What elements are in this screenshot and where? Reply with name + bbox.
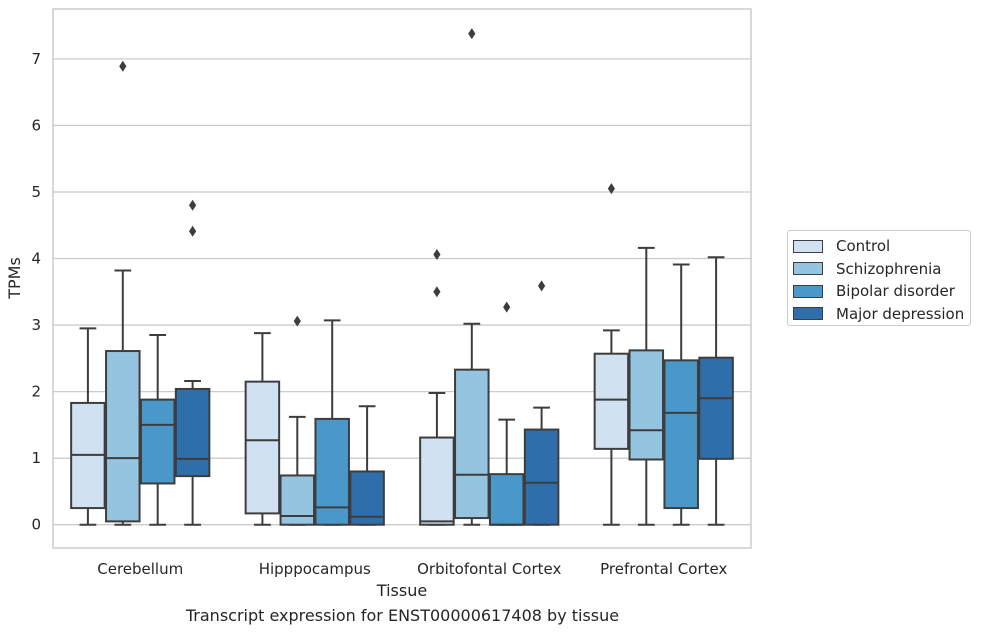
box-2-3 (523, 280, 560, 526)
outlier-point (189, 225, 197, 237)
y-tick-label: 2 (31, 383, 41, 401)
box-iqr (454, 368, 490, 520)
y-axis-label: TPMs (5, 257, 24, 300)
outlier-point (468, 28, 476, 40)
box-iqr (174, 387, 211, 478)
outlier-point (433, 249, 441, 261)
box-iqr (139, 398, 176, 485)
y-axis-ticks: 0 1 2 3 4 5 6 7 (31, 50, 41, 534)
box-iqr (488, 473, 525, 526)
legend-item: Schizophrenia (793, 258, 941, 280)
outlier-point (189, 199, 197, 211)
legend-item: Control (793, 235, 890, 257)
box-3-1 (628, 246, 665, 526)
y-tick-label: 0 (31, 516, 41, 534)
box-2-0 (419, 249, 455, 526)
legend-swatch (793, 307, 823, 320)
box-iqr (279, 474, 316, 526)
box-1-2 (314, 319, 350, 526)
x-tick-label: Prefrontal Cortex (600, 560, 727, 578)
box-iqr (698, 356, 734, 460)
outlier-point (538, 280, 546, 292)
legend-label: Bipolar disorder (836, 282, 955, 300)
box-0-1 (105, 60, 141, 526)
legend-label: Control (836, 237, 891, 255)
box-1-0 (244, 332, 281, 526)
box-iqr (628, 349, 665, 461)
box-2-2 (488, 301, 525, 526)
legend-item: Major depression (793, 303, 964, 325)
box-0-0 (70, 327, 106, 526)
legend-label: Schizophrenia (836, 259, 942, 278)
x-tick-label: Hipppocampus (259, 560, 371, 578)
box-3-2 (663, 263, 699, 526)
box-iqr (523, 428, 560, 526)
legend: Control Schizophrenia Bipolar disorder Majo… (787, 230, 971, 326)
y-tick-label: 7 (31, 50, 41, 68)
x-axis-label: Tissue (376, 581, 427, 600)
box-iqr (419, 436, 455, 526)
box-iqr (593, 352, 630, 450)
box-iqr (314, 417, 350, 526)
outlier-point (503, 301, 511, 313)
box-3-0 (593, 183, 630, 526)
box-3-3 (698, 256, 734, 526)
y-tick-label: 6 (31, 116, 41, 134)
legend-label: Major depression (836, 304, 965, 323)
legend-swatch (793, 239, 823, 253)
outlier-point (293, 315, 301, 327)
box-0-2 (139, 334, 176, 526)
legend-swatch (793, 284, 823, 298)
box-0-3 (174, 199, 211, 526)
outlier-point (119, 60, 127, 72)
legend-item: Bipolar disorder (793, 280, 955, 302)
box-iqr (663, 359, 699, 510)
box-1-1 (279, 315, 316, 526)
x-axis-ticks: Cerebellum Hipppocampus Orbitofontal Corte… (97, 560, 727, 578)
y-tick-label: 1 (31, 449, 41, 467)
x-tick-label: Cerebellum (97, 560, 183, 578)
y-tick-label: 3 (31, 316, 41, 334)
outlier-point (433, 286, 441, 298)
plot-area-frame (52, 8, 752, 549)
box-2-1 (454, 28, 490, 526)
box-1-3 (349, 405, 385, 526)
box-series (70, 28, 734, 526)
y-tick-label: 4 (31, 250, 41, 268)
x-tick-label: Orbitofontal Cortex (417, 560, 561, 578)
figure-caption: Transcript expression for ENST0000061740… (185, 606, 620, 625)
y-tick-label: 5 (31, 183, 41, 201)
outlier-point (607, 183, 615, 195)
legend-swatch (793, 262, 823, 275)
box-iqr (105, 350, 141, 523)
box-iqr (244, 380, 281, 515)
